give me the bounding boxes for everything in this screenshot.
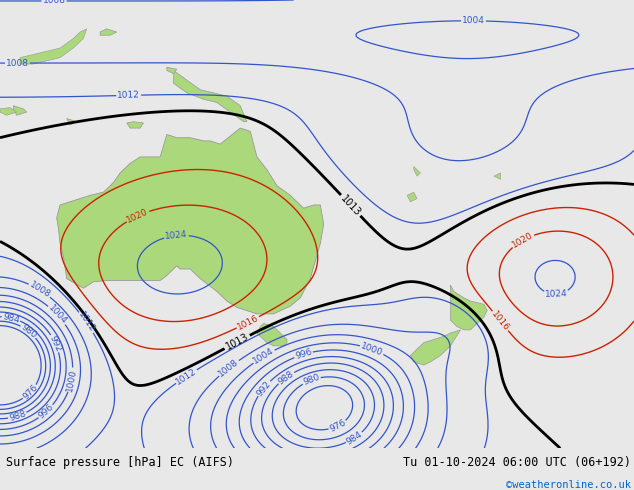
Polygon shape xyxy=(56,128,324,314)
Polygon shape xyxy=(174,71,247,122)
Polygon shape xyxy=(67,119,77,125)
Polygon shape xyxy=(407,192,417,202)
Text: 976: 976 xyxy=(21,383,39,402)
Text: 980: 980 xyxy=(19,322,38,340)
Text: 1004: 1004 xyxy=(252,346,276,366)
Polygon shape xyxy=(410,330,460,365)
Polygon shape xyxy=(257,323,287,346)
Text: 984: 984 xyxy=(2,312,20,324)
Text: 1013: 1013 xyxy=(224,332,250,352)
Text: 1012: 1012 xyxy=(117,91,140,100)
Text: 1013: 1013 xyxy=(339,193,363,218)
Text: 1008: 1008 xyxy=(27,280,52,300)
Text: 1012: 1012 xyxy=(174,367,198,387)
Text: ©weatheronline.co.uk: ©weatheronline.co.uk xyxy=(506,480,631,490)
Text: 1008: 1008 xyxy=(42,0,65,5)
Text: 1020: 1020 xyxy=(510,231,535,250)
Text: 984: 984 xyxy=(345,430,364,446)
Text: Tu 01-10-2024 06:00 UTC (06+192): Tu 01-10-2024 06:00 UTC (06+192) xyxy=(403,456,631,469)
Text: Surface pressure [hPa] EC (AIFS): Surface pressure [hPa] EC (AIFS) xyxy=(6,456,235,469)
Polygon shape xyxy=(100,29,117,35)
Text: 988: 988 xyxy=(276,369,295,386)
Text: 976: 976 xyxy=(328,418,347,434)
Polygon shape xyxy=(127,122,143,128)
Text: 988: 988 xyxy=(8,409,27,423)
Text: 1024: 1024 xyxy=(165,230,188,241)
Text: 1016: 1016 xyxy=(489,309,511,333)
Text: 1016: 1016 xyxy=(236,313,260,332)
Text: 1008: 1008 xyxy=(6,58,29,68)
Text: 1004: 1004 xyxy=(462,16,485,25)
Text: 1020: 1020 xyxy=(126,207,150,225)
Text: 996: 996 xyxy=(294,347,313,361)
Text: 1008: 1008 xyxy=(217,357,241,379)
Text: 1004: 1004 xyxy=(46,303,68,326)
Polygon shape xyxy=(20,29,87,64)
Polygon shape xyxy=(167,67,177,74)
Text: 980: 980 xyxy=(302,373,321,387)
Text: 996: 996 xyxy=(37,403,56,421)
Text: 992: 992 xyxy=(48,334,63,353)
Polygon shape xyxy=(13,106,27,115)
Text: 992: 992 xyxy=(255,379,273,398)
Polygon shape xyxy=(494,173,500,179)
Polygon shape xyxy=(414,167,420,176)
Text: 1000: 1000 xyxy=(65,368,78,392)
Polygon shape xyxy=(0,108,16,115)
Polygon shape xyxy=(451,285,487,330)
Text: 1000: 1000 xyxy=(359,341,384,358)
Text: 1024: 1024 xyxy=(545,289,567,299)
Text: 1012: 1012 xyxy=(76,311,96,334)
